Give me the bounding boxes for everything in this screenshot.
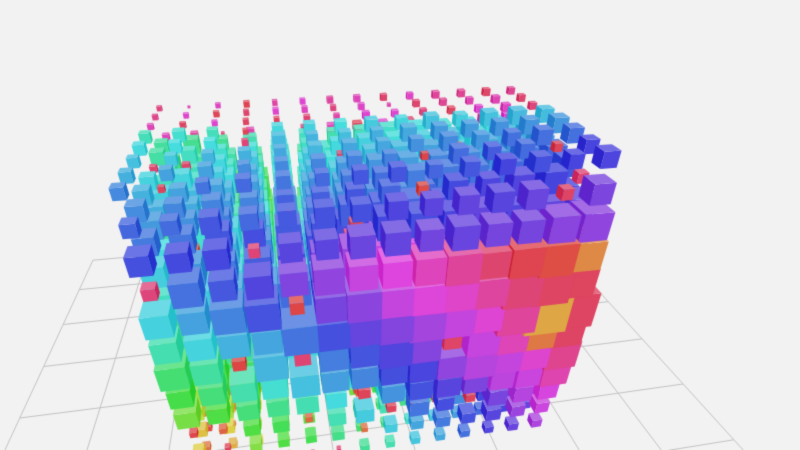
webgl-canvas[interactable] xyxy=(0,0,800,450)
render-viewport xyxy=(0,0,800,450)
